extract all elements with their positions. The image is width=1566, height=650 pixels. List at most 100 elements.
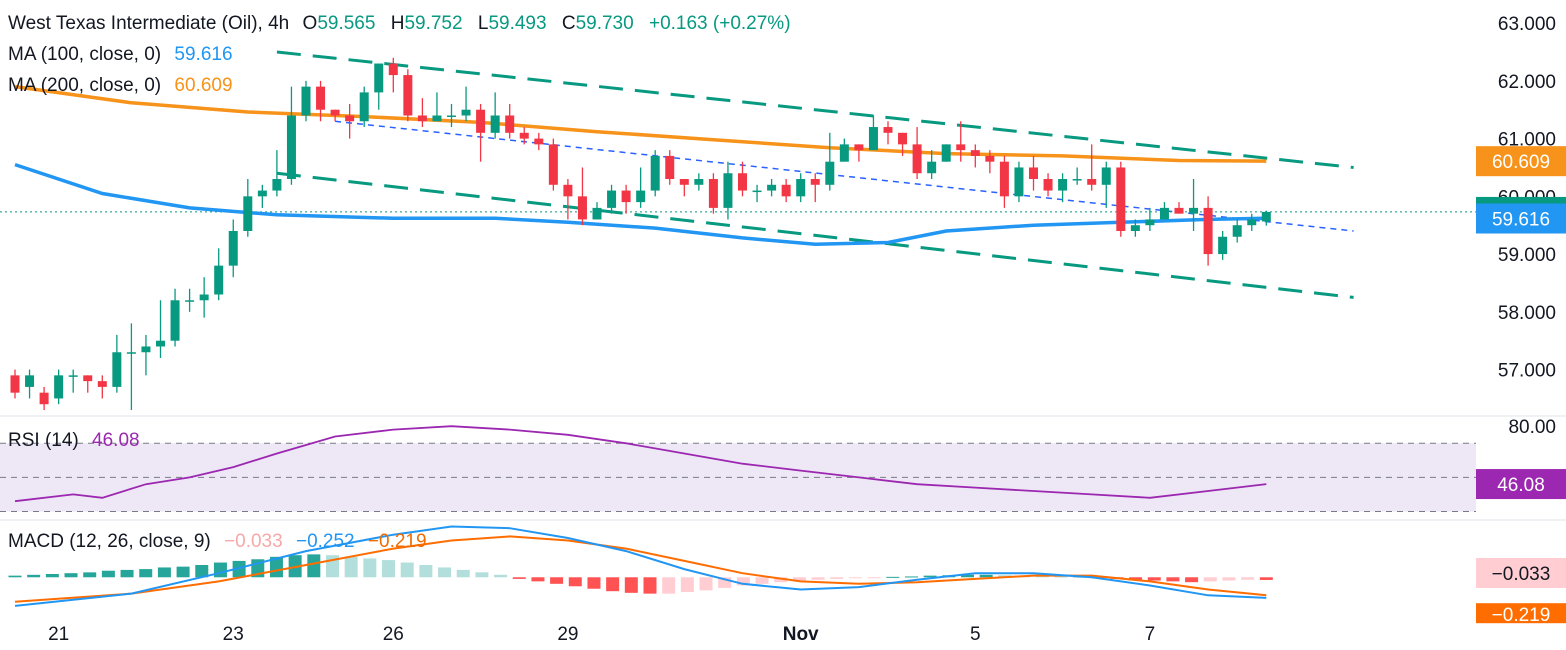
candle bbox=[388, 57, 398, 93]
candle bbox=[403, 69, 413, 122]
macd-hist-bar bbox=[120, 569, 134, 578]
candle bbox=[621, 184, 631, 214]
candle-body bbox=[956, 144, 966, 151]
candle bbox=[592, 202, 602, 220]
candle-body bbox=[359, 92, 369, 122]
macd-hist-bar bbox=[8, 575, 22, 578]
macd-hist-bar bbox=[45, 574, 59, 578]
candle bbox=[447, 103, 456, 128]
candle bbox=[1174, 202, 1184, 214]
candle-body bbox=[476, 109, 486, 133]
rsi-legend[interactable]: RSI (14) 46.08 bbox=[8, 430, 148, 452]
candle bbox=[286, 86, 296, 185]
macd-signal-value: −0.219 bbox=[367, 531, 427, 552]
candle bbox=[126, 323, 136, 410]
candle bbox=[54, 369, 64, 405]
time-tick-label: 5 bbox=[970, 624, 981, 645]
rsi-line bbox=[14, 425, 1267, 503]
candle-body bbox=[650, 155, 660, 191]
macd-hist-bar bbox=[755, 577, 769, 584]
candle-body bbox=[112, 352, 122, 387]
candle bbox=[68, 369, 78, 393]
rsi-label: RSI (14) bbox=[8, 430, 79, 451]
macd-hist-bar bbox=[438, 567, 452, 578]
candle bbox=[461, 86, 471, 122]
candle-body bbox=[39, 392, 49, 405]
candle bbox=[519, 127, 529, 145]
ma200-legend[interactable]: MA (200, close, 0) 60.609 bbox=[8, 75, 241, 97]
candle-body bbox=[1218, 236, 1228, 255]
price-tick-label: 61.000 bbox=[1498, 130, 1556, 151]
macd-hist-bar bbox=[101, 570, 115, 578]
time-tick-label: 29 bbox=[557, 624, 578, 645]
candle-body bbox=[621, 190, 631, 203]
macd-hist-bar bbox=[531, 577, 545, 582]
macd-hist-bar bbox=[811, 577, 825, 580]
macd-hist-bar bbox=[886, 576, 900, 578]
candle-body bbox=[1058, 179, 1068, 191]
macd-hist-bar bbox=[382, 560, 396, 578]
ma100-value: 59.616 bbox=[174, 44, 233, 65]
macd-hist-bar bbox=[494, 574, 508, 578]
macd-hist-bar bbox=[979, 574, 993, 578]
candle-body bbox=[1189, 207, 1199, 214]
macd-hist-bar bbox=[1147, 577, 1161, 581]
price-axis[interactable]: 63.00062.00061.00060.00059.00058.00057.0… bbox=[1476, 14, 1566, 626]
candle bbox=[548, 138, 558, 191]
candle-body bbox=[767, 184, 777, 191]
candle bbox=[1232, 219, 1242, 243]
macd-legend[interactable]: MACD (12, 26, close, 9) −0.033 −0.252 −0… bbox=[8, 531, 435, 553]
macd-hist-bar bbox=[400, 562, 414, 578]
candle-body bbox=[126, 352, 136, 354]
candle bbox=[941, 144, 951, 162]
macd-hist-bar bbox=[830, 577, 844, 579]
candle-body bbox=[461, 109, 471, 116]
macd-hist-bar bbox=[232, 560, 246, 578]
candle bbox=[243, 179, 253, 237]
ma100-legend[interactable]: MA (100, close, 0) 59.616 bbox=[8, 44, 241, 66]
candle-body bbox=[665, 155, 675, 180]
candle-body bbox=[54, 375, 64, 399]
macd-line-value: −0.252 bbox=[295, 531, 355, 552]
candle-body bbox=[854, 144, 864, 151]
macd-hist-bar bbox=[867, 577, 881, 579]
candle bbox=[345, 103, 355, 139]
candle-body bbox=[607, 190, 617, 208]
candle-body bbox=[708, 179, 718, 208]
candle bbox=[272, 150, 282, 197]
candle-body bbox=[388, 63, 398, 76]
symbol-title[interactable]: West Texas Intermediate (Oil), 4h bbox=[8, 13, 290, 34]
macd-hist-bar bbox=[587, 577, 601, 589]
candle bbox=[199, 277, 209, 318]
candle-body bbox=[1087, 179, 1097, 185]
macd-hist-bar bbox=[550, 577, 564, 584]
candle bbox=[301, 80, 311, 122]
candle-body bbox=[1043, 179, 1053, 191]
candle-body bbox=[723, 173, 733, 208]
candle bbox=[898, 132, 908, 156]
candle-body bbox=[912, 144, 922, 174]
candle-body bbox=[214, 265, 224, 295]
candle-body bbox=[1130, 225, 1140, 231]
candle bbox=[679, 179, 689, 197]
candle-body bbox=[1145, 219, 1155, 226]
candle bbox=[1043, 173, 1053, 197]
time-axis[interactable]: 21 23 26 29 Nov 5 7 bbox=[48, 624, 1155, 645]
candle-body bbox=[316, 86, 326, 110]
macd-hist-bar bbox=[1241, 577, 1255, 580]
candle bbox=[359, 86, 369, 128]
candle-body bbox=[781, 184, 791, 197]
macd-hist-bar bbox=[680, 577, 694, 592]
macd-hist-bar bbox=[27, 574, 41, 578]
candle-body bbox=[752, 190, 762, 193]
candle bbox=[810, 173, 820, 203]
macd-hist-bar bbox=[307, 554, 321, 578]
candle-body bbox=[272, 179, 282, 191]
candle bbox=[563, 179, 573, 220]
candle bbox=[374, 63, 384, 110]
candle-body bbox=[185, 300, 195, 302]
candle-body bbox=[970, 150, 980, 156]
price-pane bbox=[0, 50, 1566, 521]
macd-hist-bar bbox=[64, 573, 78, 578]
